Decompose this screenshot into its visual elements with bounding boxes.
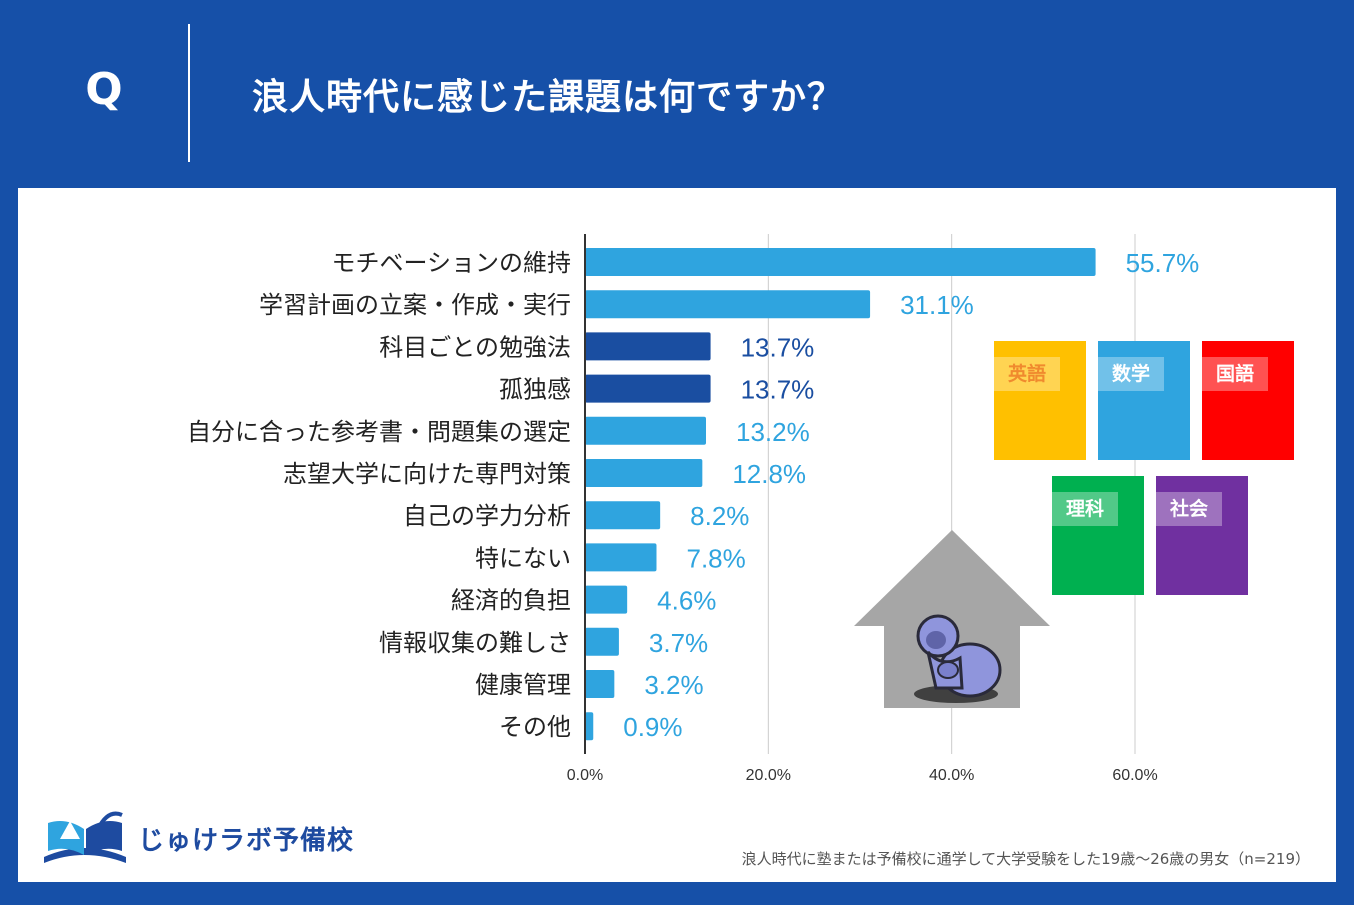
logo: じゅけラボ予備校 [40, 810, 354, 866]
house-illustration [854, 530, 1050, 708]
x-tick-label: 0.0% [567, 767, 603, 784]
category-label: 情報収集の難しさ [379, 629, 571, 657]
bar [585, 543, 657, 572]
value-label: 3.7% [649, 628, 708, 658]
value-label: 4.6% [657, 586, 716, 616]
category-label: 経済的負担 [451, 587, 571, 615]
chart-panel: 0.0% 20.0% 40.0% 60.0% モチベーションの維持 55.7% 学習計画の立… [18, 188, 1336, 882]
value-label: 31.1% [900, 290, 974, 320]
category-label: 自分に合った参考書・問題集の選定 [187, 418, 571, 446]
value-label: 13.7% [741, 332, 815, 362]
footnote: 浪人時代に塾または予備校に通学して大学受験をした19歳～26歳の男女（n=219… [741, 850, 1310, 868]
value-label: 13.7% [741, 375, 815, 405]
bar [585, 627, 619, 656]
category-label: 科目ごとの勉強法 [379, 333, 571, 361]
value-label: 12.8% [732, 459, 806, 489]
value-label: 55.7% [1126, 248, 1200, 278]
x-tick-label: 60.0% [1112, 767, 1157, 784]
book-science-label: 理科 [1052, 492, 1119, 526]
category-label: 健康管理 [475, 671, 571, 699]
book-japanese: 国語 [1202, 341, 1294, 460]
book-science: 理科 [1052, 476, 1144, 595]
value-label: 8.2% [690, 501, 749, 531]
bar [585, 248, 1096, 276]
category-label: その他 [499, 713, 571, 741]
category-label: 特にない [475, 544, 571, 572]
header-divider [188, 24, 190, 162]
book-math-label: 数学 [1098, 357, 1165, 391]
bar [585, 501, 661, 530]
bar [585, 416, 706, 445]
question-label: Q [85, 64, 123, 115]
house-roof [854, 530, 1050, 708]
value-label: 13.2% [736, 417, 810, 447]
bar [585, 332, 711, 361]
category-label: 孤独感 [499, 376, 571, 404]
book-social: 社会 [1156, 476, 1248, 595]
bar [585, 290, 871, 319]
bar [585, 670, 615, 698]
value-label: 3.2% [644, 670, 703, 700]
book-english: 英語 [994, 341, 1086, 460]
book-math: 数学 [1098, 341, 1190, 460]
book-social-label: 社会 [1156, 492, 1223, 526]
bar [585, 459, 703, 487]
category-label: モチベーションの維持 [331, 249, 571, 277]
category-label: 学習計画の立案・作成・実行 [259, 291, 571, 319]
crouching-person-icon [916, 614, 1002, 698]
bar [585, 374, 711, 403]
x-tick-label: 20.0% [746, 767, 791, 784]
logo-text: じゅけラボ予備校 [138, 825, 355, 856]
bar [585, 585, 628, 614]
value-label: 7.8% [687, 543, 746, 573]
x-tick-label: 40.0% [929, 767, 974, 784]
book-japanese-label: 国語 [1202, 357, 1269, 391]
question-title: 浪人時代に感じた課題は何ですか？ [252, 77, 845, 118]
bar [585, 712, 594, 741]
book-english-label: 英語 [994, 357, 1061, 391]
open-book-logo-icon [44, 811, 126, 863]
bar-chart: 0.0% 20.0% 40.0% 60.0% モチベーションの維持 55.7% 学習計画の立… [187, 234, 1200, 784]
category-label: 志望大学に向けた専門対策 [283, 460, 571, 488]
category-label: 自己の学力分析 [403, 502, 571, 530]
value-label: 0.9% [623, 712, 682, 742]
